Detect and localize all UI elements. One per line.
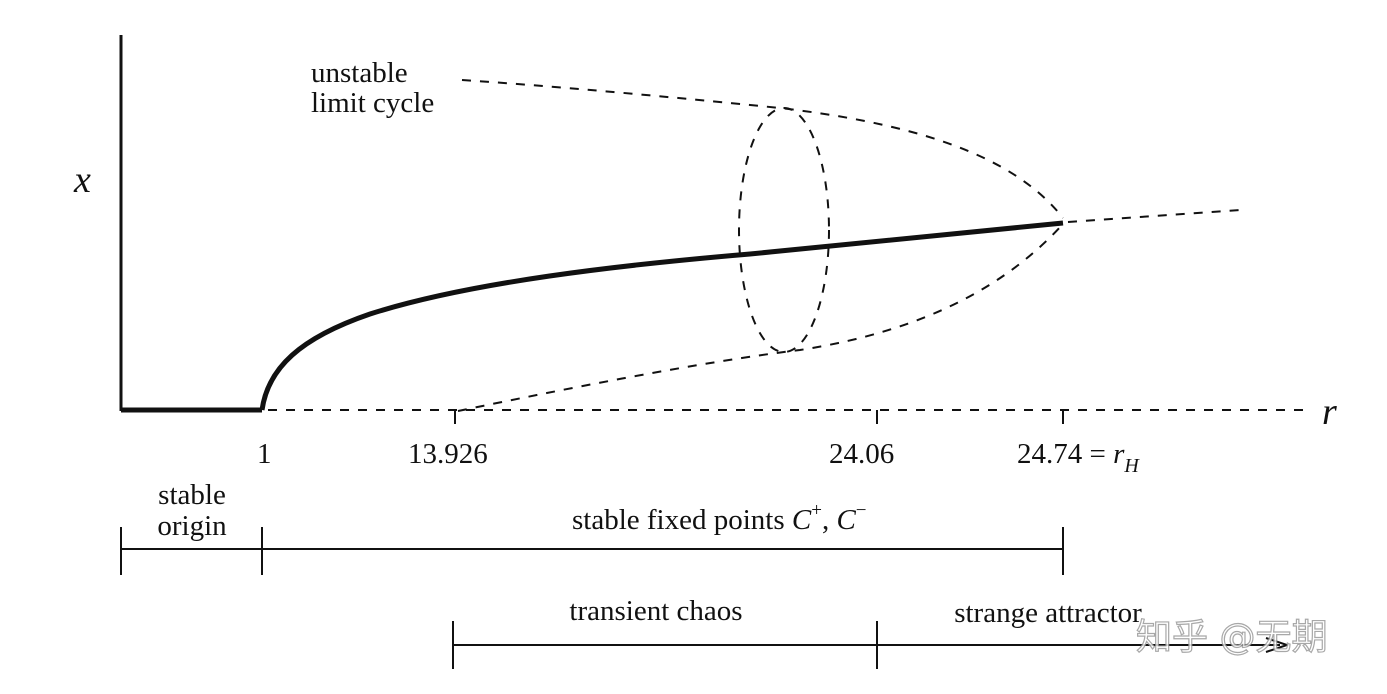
stable-fixed-point-branch xyxy=(259,220,1064,411)
regime-transient-chaos: transient chaos xyxy=(569,595,742,627)
unstable-limit-cycle-label-line2: limit cycle xyxy=(311,87,434,119)
arrow-head-icon xyxy=(1265,637,1291,653)
c-minus-symbol: C xyxy=(836,504,856,536)
unstable-limit-cycle-lower xyxy=(457,223,1064,412)
c-minus-superscript: − xyxy=(856,500,867,521)
tick-label-r-h: 24.74 = rH xyxy=(1017,438,1140,477)
regime-stable-origin-line2: origin xyxy=(157,510,227,542)
watermark: 知乎 @无期 xyxy=(1136,617,1327,658)
limit-cycle-orbit xyxy=(738,107,830,353)
tick-label-r-h-value: 24.74 = xyxy=(1017,438,1113,470)
tick-label-24-06: 24.06 xyxy=(829,438,894,470)
tick-label-13926: 13.926 xyxy=(408,438,488,470)
c-plus-symbol: C xyxy=(792,504,812,536)
c-plus-superscript: + xyxy=(811,500,822,521)
y-axis-label: x xyxy=(73,159,91,201)
regime-stable-fixed-points: stable fixed points C+, C− xyxy=(572,500,867,536)
unstable-fixed-point-dashed-line xyxy=(1067,209,1241,223)
unstable-limit-cycle-label-line1: unstable xyxy=(311,57,408,89)
x-axis-label: r xyxy=(1322,391,1337,433)
regime-stable-origin-line1: stable xyxy=(158,479,226,511)
c-separator: , xyxy=(822,504,837,536)
r-subscript: H xyxy=(1123,455,1140,477)
regime-strange-attractor: strange attractor xyxy=(954,597,1142,629)
unstable-limit-cycle-upper xyxy=(461,79,1064,219)
regime-stable-fixed-points-text: stable fixed points xyxy=(572,504,792,536)
tick-label-1: 1 xyxy=(257,438,272,470)
r-symbol: r xyxy=(1113,438,1125,470)
